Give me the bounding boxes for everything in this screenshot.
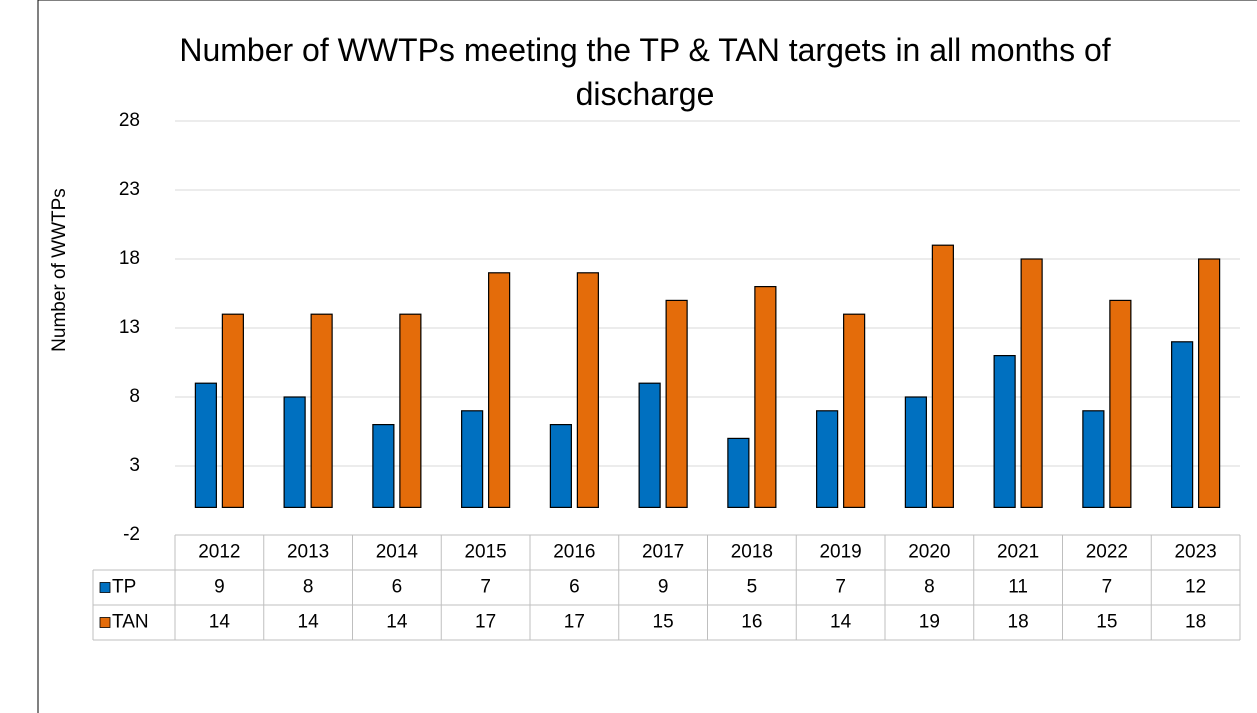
- x-tick-label: 2018: [731, 542, 773, 563]
- table-value: 15: [1096, 612, 1117, 633]
- x-tick-label: 2020: [908, 542, 950, 563]
- bar: [638, 382, 661, 509]
- x-tick-label: 2015: [464, 542, 506, 563]
- bar: [576, 272, 599, 508]
- y-tick-label: 13: [119, 317, 140, 338]
- table-value: 16: [741, 612, 762, 633]
- x-tick-label: 2012: [198, 542, 240, 563]
- table-value: 6: [569, 577, 580, 598]
- table-value: 8: [924, 577, 935, 598]
- bar: [754, 286, 777, 509]
- table-value: 7: [835, 577, 846, 598]
- bar: [1082, 410, 1105, 508]
- chart-border: [37, 0, 1257, 713]
- bar: [372, 424, 395, 509]
- y-tick-label: 18: [119, 248, 140, 269]
- bar: [665, 299, 688, 508]
- bar: [931, 244, 954, 509]
- chart-title: Number of WWTPs meeting the TP & TAN tar…: [179, 32, 1111, 112]
- bar: [283, 396, 306, 509]
- bar: [194, 382, 217, 509]
- y-tick-label: 28: [119, 110, 140, 131]
- legend-key: [99, 582, 111, 593]
- y-tick-label: -2: [123, 524, 140, 545]
- table-value: 14: [209, 612, 231, 633]
- y-tick-label: 3: [129, 455, 140, 476]
- table-value: 9: [214, 577, 225, 598]
- table-value: 12: [1185, 577, 1206, 598]
- bar: [993, 355, 1016, 509]
- table-value: 7: [1102, 577, 1113, 598]
- table-value: 7: [480, 577, 491, 598]
- table-value: 5: [747, 577, 758, 598]
- bar: [461, 410, 484, 508]
- bar: [310, 313, 333, 509]
- bar: [221, 313, 244, 509]
- table-value: 9: [658, 577, 669, 598]
- table-value: 14: [386, 612, 408, 633]
- bar: [1109, 299, 1132, 508]
- legend-label: TP: [112, 577, 136, 598]
- legend-key: [99, 617, 111, 628]
- x-tick-label: 2019: [819, 542, 861, 563]
- table-value: 14: [298, 612, 320, 633]
- x-tick-label: 2023: [1174, 542, 1216, 563]
- table-value: 15: [653, 612, 674, 633]
- table-value: 17: [475, 612, 496, 633]
- x-tick-label: 2014: [376, 542, 419, 563]
- y-tick-label: 8: [129, 386, 140, 407]
- y-axis-label: Number of WWTPs: [49, 188, 70, 352]
- x-tick-label: 2017: [642, 542, 684, 563]
- table-value: 11: [1008, 577, 1028, 598]
- bar: [1020, 258, 1043, 508]
- bar: [549, 424, 572, 509]
- bar: [904, 396, 927, 509]
- x-tick-label: 2016: [553, 542, 595, 563]
- bar: [399, 313, 422, 509]
- bar: [488, 272, 511, 508]
- x-tick-label: 2022: [1086, 542, 1128, 563]
- table-value: 6: [392, 577, 403, 598]
- legend-label: TAN: [112, 612, 149, 633]
- table-value: 18: [1008, 612, 1029, 633]
- bar: [727, 437, 750, 508]
- x-tick-label: 2021: [997, 542, 1039, 563]
- bar: [816, 410, 839, 508]
- x-tick-label: 2013: [287, 542, 329, 563]
- bar: [843, 313, 866, 509]
- table-value: 19: [919, 612, 940, 633]
- table-value: 8: [303, 577, 314, 598]
- bar: [1198, 258, 1221, 508]
- table-value: 18: [1185, 612, 1206, 633]
- bar: [1171, 341, 1194, 508]
- table-value: 14: [830, 612, 852, 633]
- y-tick-label: 23: [119, 179, 140, 200]
- table-value: 17: [564, 612, 585, 633]
